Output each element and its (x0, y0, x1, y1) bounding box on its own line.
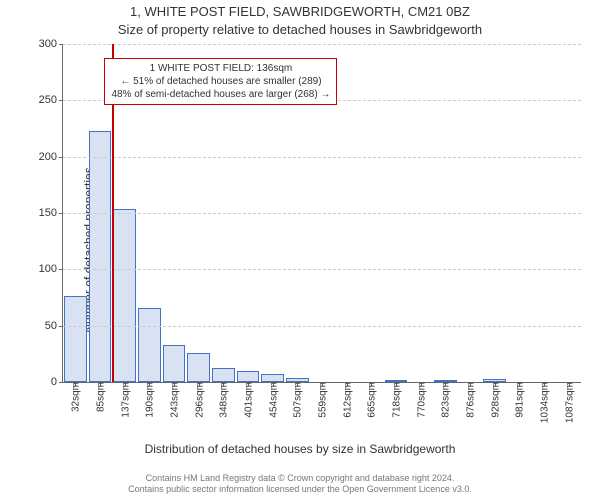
x-tick-label: 85sqm (94, 382, 107, 412)
callout-line3: 48% of semi-detached houses are larger (… (111, 88, 330, 101)
x-tick-label: 823sqm (439, 382, 452, 418)
y-tick-mark (59, 269, 63, 270)
x-tick-label: 612sqm (340, 382, 353, 418)
x-tick-label: 190sqm (143, 382, 156, 418)
x-tick-label: 665sqm (365, 382, 378, 418)
y-tick-mark (59, 382, 63, 383)
x-tick-label: 1087sqm (562, 382, 575, 423)
bar (187, 353, 210, 382)
footer-line1: Contains HM Land Registry data © Crown c… (0, 473, 600, 485)
x-axis-label: Distribution of detached houses by size … (0, 442, 600, 456)
bar (138, 308, 161, 382)
bar (163, 345, 186, 382)
callout-line2: ← 51% of detached houses are smaller (28… (111, 75, 330, 88)
x-tick-label: 928sqm (488, 382, 501, 418)
y-tick-mark (59, 326, 63, 327)
y-tick-mark (59, 213, 63, 214)
grid-line (63, 269, 581, 270)
chart-title-line1: 1, WHITE POST FIELD, SAWBRIDGEWORTH, CM2… (0, 4, 600, 19)
bar (113, 209, 136, 383)
grid-line (63, 44, 581, 45)
x-tick-label: 876sqm (464, 382, 477, 418)
x-tick-label: 137sqm (118, 382, 131, 418)
y-tick-mark (59, 157, 63, 158)
y-tick-mark (59, 100, 63, 101)
x-tick-label: 454sqm (266, 382, 279, 418)
x-tick-label: 243sqm (168, 382, 181, 418)
bar (89, 131, 112, 382)
grid-line (63, 157, 581, 158)
callout-line1: 1 WHITE POST FIELD: 136sqm (111, 62, 330, 75)
x-tick-label: 507sqm (291, 382, 304, 418)
x-tick-label: 348sqm (217, 382, 230, 418)
bar (237, 371, 260, 382)
x-tick-label: 401sqm (242, 382, 255, 418)
chart-container: 1, WHITE POST FIELD, SAWBRIDGEWORTH, CM2… (0, 0, 600, 500)
x-tick-label: 559sqm (316, 382, 329, 418)
x-tick-label: 1034sqm (538, 382, 551, 423)
bar (212, 368, 235, 382)
chart-title-line2: Size of property relative to detached ho… (0, 22, 600, 37)
y-tick-mark (59, 44, 63, 45)
footer-line2: Contains public sector information licen… (0, 484, 600, 496)
bar (261, 374, 284, 382)
x-tick-label: 718sqm (390, 382, 403, 418)
x-tick-label: 770sqm (414, 382, 427, 418)
callout-box: 1 WHITE POST FIELD: 136sqm← 51% of detac… (104, 58, 337, 105)
x-tick-label: 981sqm (513, 382, 526, 418)
footer-attribution: Contains HM Land Registry data © Crown c… (0, 473, 600, 496)
grid-line (63, 326, 581, 327)
x-tick-label: 32sqm (69, 382, 82, 412)
grid-line (63, 213, 581, 214)
x-tick-label: 296sqm (192, 382, 205, 418)
bar (64, 296, 87, 382)
plot-area: 05010015020025030032sqm85sqm137sqm190sqm… (62, 44, 581, 383)
